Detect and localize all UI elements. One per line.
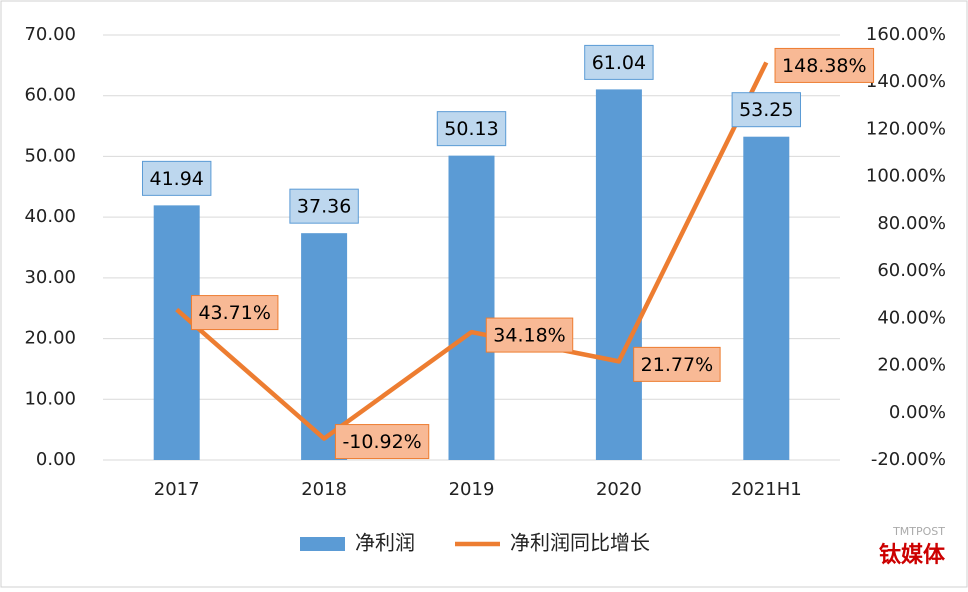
y2-tick-label: 0.00% <box>889 402 946 423</box>
line-value-label-text: -10.92% <box>342 431 421 453</box>
line-value-label-text: 148.38% <box>782 55 867 77</box>
bar-value-label-text: 53.25 <box>739 99 793 121</box>
line-value-label-text: 21.77% <box>641 354 713 376</box>
line-value-label-text: 34.18% <box>493 325 565 347</box>
line-value-label-box <box>190 295 279 331</box>
legend-label: 净利润同比增长 <box>510 531 650 555</box>
y-tick-label: 70.00 <box>24 24 76 45</box>
legend-label: 净利润 <box>355 531 415 555</box>
y2-tick-label: 100.00% <box>866 166 946 187</box>
bar-value-label-box <box>584 44 654 80</box>
y2-tick-label: 120.00% <box>866 118 946 139</box>
y-tick-label: 50.00 <box>24 145 76 166</box>
x-tick-label: 2020 <box>596 479 642 500</box>
bar <box>153 205 200 460</box>
bar-value-label-box <box>731 92 802 128</box>
bar <box>743 136 790 461</box>
x-tick-label: 2019 <box>449 479 495 500</box>
y2-tick-label: 140.00% <box>866 71 946 92</box>
y-tick-label: 10.00 <box>24 388 76 409</box>
y2-tick-label: 80.00% <box>877 213 946 234</box>
y2-tick-label: -20.00% <box>871 449 946 470</box>
legend-swatch <box>300 537 345 551</box>
line-value-label-text: 43.71% <box>198 302 270 324</box>
bar <box>448 155 495 460</box>
y2-tick-label: 40.00% <box>877 307 946 328</box>
bar-value-label-box <box>289 188 359 224</box>
y2-tick-label: 60.00% <box>877 260 946 281</box>
y-tick-label: 30.00 <box>24 267 76 288</box>
x-tick-label: 2018 <box>301 479 347 500</box>
bar-value-label-text: 50.13 <box>444 118 498 140</box>
line-value-label-box <box>774 47 875 83</box>
y-tick-label: 0.00 <box>36 449 76 470</box>
line-value-label-box <box>485 317 574 353</box>
bar-value-label-box <box>436 111 507 147</box>
bar <box>595 89 642 461</box>
bar-value-label-text: 37.36 <box>297 196 351 218</box>
x-tick-label: 2017 <box>154 479 200 500</box>
y-tick-label: 20.00 <box>24 328 76 349</box>
watermark: TMTPOST <box>892 525 945 538</box>
line-value-label-box <box>334 424 430 460</box>
y-tick-label: 60.00 <box>24 85 76 106</box>
line-value-label-box <box>633 346 721 382</box>
y-tick-label: 40.00 <box>24 206 76 227</box>
bar-value-label-box <box>141 160 212 196</box>
y2-tick-label: 20.00% <box>877 355 946 376</box>
y2-tick-label: 160.00% <box>866 24 946 45</box>
line <box>175 61 769 441</box>
bar-value-label-text: 61.04 <box>592 52 646 74</box>
bar-value-label-text: 41.94 <box>149 168 203 190</box>
x-tick-label: 2021H1 <box>731 479 802 500</box>
watermark: 钛媒体 <box>879 542 946 568</box>
